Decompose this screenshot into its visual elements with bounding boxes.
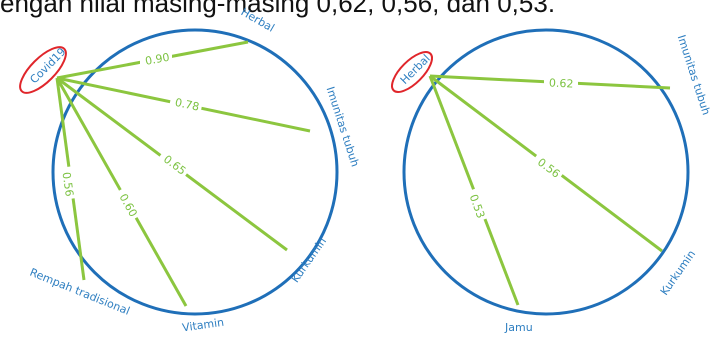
node-label-jamu: Jamu [504, 321, 533, 334]
edge-label-herbal-jamu: 0.53 [467, 193, 488, 220]
node-label-herbal: Herbal [239, 5, 277, 34]
graph-covid19: 0.90 0.78 0.65 0.60 0.56 Covid19 Herbal … [19, 5, 362, 335]
edge-label-covid19-rempah: 0.56 [60, 171, 76, 197]
edge-label-covid19-herbal: 0.90 [144, 51, 170, 68]
node-label-imunitas-2: Imunitas tubuh [675, 33, 710, 116]
edge-label-herbal-imunitas: 0.62 [549, 76, 574, 90]
hub-highlight-covid19 [19, 46, 67, 94]
node-label-kurkumin-2: Kurkumin [658, 248, 698, 298]
hub-highlight-herbal [391, 51, 433, 93]
node-label-vitamin: Vitamin [181, 316, 225, 335]
graph-2-circle [402, 28, 690, 316]
edge-label-covid19-imunitas: 0.78 [174, 96, 201, 114]
header-text: engan nilai masing-masing 0,62, 0,56, da… [0, 0, 556, 18]
graph-herbal: 0.62 0.56 0.53 Herbal Imunitas tubuh Kur… [391, 28, 710, 334]
node-label-kurkumin: Kurkumin [289, 235, 329, 285]
graph-1-circle [51, 28, 339, 316]
